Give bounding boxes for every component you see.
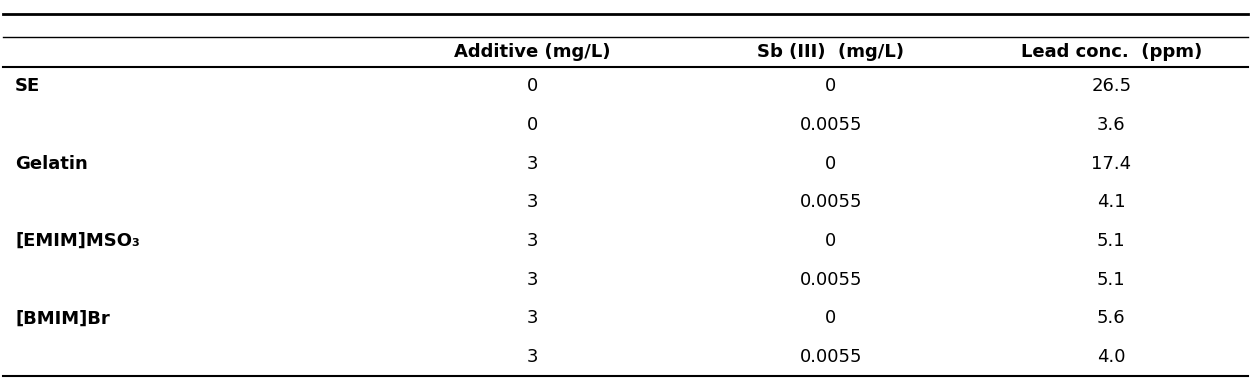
Text: 3: 3	[527, 271, 538, 289]
Text: 5.6: 5.6	[1097, 309, 1126, 327]
Text: 5.1: 5.1	[1097, 232, 1126, 250]
Text: 0: 0	[826, 155, 837, 173]
Text: 4.0: 4.0	[1097, 348, 1126, 366]
Text: SE: SE	[15, 77, 40, 95]
Text: Lead conc.  (ppm): Lead conc. (ppm)	[1021, 43, 1202, 61]
Text: 17.4: 17.4	[1091, 155, 1131, 173]
Text: Sb (III)  (mg/L): Sb (III) (mg/L)	[758, 43, 904, 61]
Text: 0: 0	[826, 232, 837, 250]
Text: [BMIM]Br: [BMIM]Br	[15, 309, 110, 327]
Text: 0: 0	[826, 77, 837, 95]
Text: 3: 3	[527, 348, 538, 366]
Text: 0.0055: 0.0055	[799, 271, 862, 289]
Text: Additive (mg/L): Additive (mg/L)	[454, 43, 610, 61]
Text: 0: 0	[527, 116, 538, 134]
Text: 3: 3	[527, 155, 538, 173]
Text: 0.0055: 0.0055	[799, 193, 862, 211]
Text: 0: 0	[826, 309, 837, 327]
Text: 0.0055: 0.0055	[799, 116, 862, 134]
Text: 3: 3	[527, 309, 538, 327]
Text: Gelatin: Gelatin	[15, 155, 88, 173]
Text: 3: 3	[527, 193, 538, 211]
Text: 3.6: 3.6	[1097, 116, 1126, 134]
Text: 5.1: 5.1	[1097, 271, 1126, 289]
Text: 3: 3	[527, 232, 538, 250]
Text: [EMIM]MSO₃: [EMIM]MSO₃	[15, 232, 140, 250]
Text: 0.0055: 0.0055	[799, 348, 862, 366]
Text: 26.5: 26.5	[1091, 77, 1131, 95]
Text: 4.1: 4.1	[1097, 193, 1126, 211]
Text: 0: 0	[527, 77, 538, 95]
